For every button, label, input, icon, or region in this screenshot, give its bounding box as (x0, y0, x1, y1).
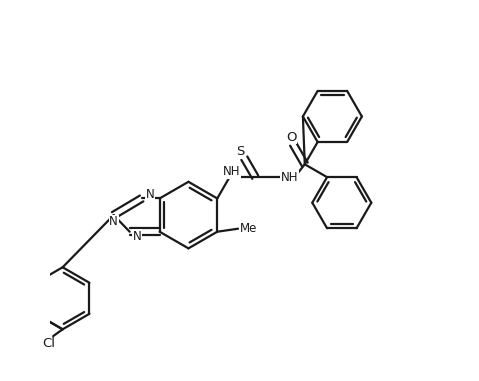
Text: NH: NH (281, 171, 298, 184)
Text: N: N (133, 230, 142, 243)
Text: N: N (146, 188, 154, 201)
Text: O: O (286, 131, 297, 144)
Text: N: N (109, 215, 118, 228)
Text: NH: NH (223, 165, 240, 178)
Text: Me: Me (240, 222, 257, 235)
Text: Cl: Cl (42, 337, 55, 350)
Text: S: S (236, 145, 245, 158)
